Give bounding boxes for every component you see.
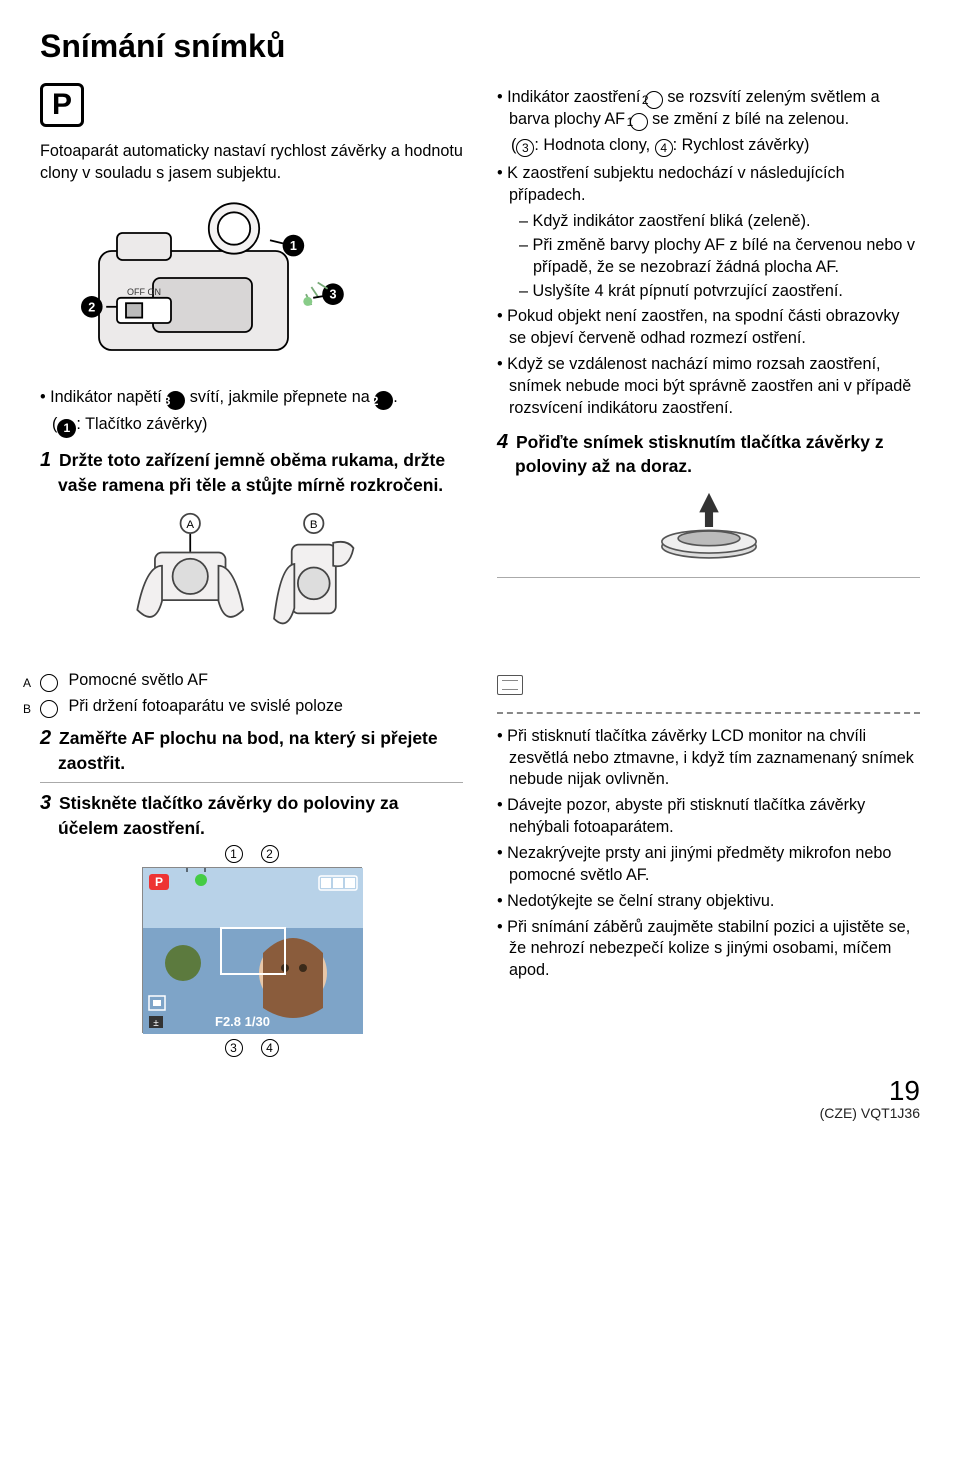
- shutter-button-note: (1: Tlačítko závěrky): [52, 414, 463, 438]
- note-3: Nezakrývejte prsty ani jinými předměty m…: [497, 843, 920, 887]
- note-book-icon: [497, 675, 523, 695]
- no-focus-bullet: K zaostření subjektu nedochází v následu…: [497, 163, 920, 207]
- camera-diagram: OFF ON 1 2 3: [40, 197, 463, 377]
- step-1-number: 1: [40, 449, 51, 471]
- r-sub-end: : Rychlost závěrky): [673, 136, 810, 154]
- step-3-number: 3: [40, 792, 51, 814]
- circ-4-icon: 4: [655, 139, 673, 157]
- r-sub-mid: : Hodnota clony,: [534, 136, 654, 154]
- divider: [40, 782, 463, 783]
- page-number: 19: [40, 1075, 920, 1107]
- note-4: Nedotýkejte se čelní strany objektivu.: [497, 891, 920, 913]
- svg-text:1: 1: [289, 239, 296, 253]
- svg-text:F2.8 1/30: F2.8 1/30: [215, 1014, 270, 1029]
- svg-text:±: ±: [153, 1018, 159, 1029]
- lcd-image: P F2.8 1/30 ±: [142, 867, 362, 1033]
- step-4: 4 Pořiďte snímek stisknutím tlačítka záv…: [497, 430, 920, 478]
- legend-a: A Pomocné světlo AF: [40, 670, 463, 692]
- step-2: 2 Zaměřte AF plochu na bod, na který si …: [40, 726, 463, 774]
- lcd-label-3-icon: 3: [225, 1039, 243, 1057]
- program-mode-icon: P: [40, 83, 84, 127]
- legend-b: B Při držení fotoaparátu ve svislé poloz…: [40, 696, 463, 718]
- svg-text:A: A: [186, 519, 194, 531]
- focus-range-bullet: Pokud objekt není zaostřen, na spodní čá…: [497, 306, 920, 350]
- step-4-text: Pořiďte snímek stisknutím tlačítka závěr…: [515, 432, 884, 477]
- svg-text:2: 2: [88, 300, 95, 314]
- legend-a-text: Pomocné světlo AF: [69, 671, 208, 689]
- svg-text:P: P: [154, 875, 162, 889]
- step-3: 3 Stiskněte tlačítko závěrky do poloviny…: [40, 791, 463, 839]
- label-3-icon: 3: [166, 391, 185, 410]
- left-column: P Fotoaparát automaticky nastaví rychlos…: [40, 83, 463, 1057]
- no-focus-sub1: Když indikátor zaostření bliká (zeleně).: [519, 211, 920, 233]
- shutter-full-press-icon: [644, 488, 774, 561]
- svg-text:3: 3: [329, 287, 336, 301]
- step-3-text: Stiskněte tlačítko závěrky do poloviny z…: [58, 793, 398, 838]
- step-1-text: Držte toto zařízení jemně oběma rukama, …: [58, 450, 445, 495]
- page-title: Snímání snímků: [40, 28, 920, 65]
- note-header: [497, 674, 920, 696]
- shutter-note-text: : Tlačítko závěrky): [76, 415, 207, 433]
- circle-a-icon: A: [40, 674, 58, 692]
- label-1-icon: 1: [57, 419, 76, 438]
- indicator-text-end: .: [393, 388, 398, 406]
- svg-text:B: B: [309, 519, 317, 531]
- note-2: Dávejte pozor, abyste při stisknutí tlač…: [497, 795, 920, 839]
- step-2-text: Zaměřte AF plochu na bod, na který si př…: [58, 728, 438, 773]
- svg-text:OFF ON: OFF ON: [127, 287, 161, 297]
- label-2-icon: 2: [374, 391, 393, 410]
- lcd-preview: 1 2 P: [40, 845, 463, 1057]
- indicator-text-mid: svítí, jakmile přepnete na: [185, 388, 374, 406]
- aperture-shutter-note: (3: Hodnota clony, 4: Rychlost závěrky): [511, 135, 920, 157]
- divider-right: [497, 577, 920, 578]
- note-1: Při stisknutí tlačítka závěrky LCD monit…: [497, 726, 920, 792]
- step-4-number: 4: [497, 431, 508, 453]
- circle-b-icon: B: [40, 700, 58, 718]
- step-2-number: 2: [40, 727, 51, 749]
- two-column-layout: P Fotoaparát automaticky nastaví rychlos…: [40, 83, 920, 1057]
- no-focus-sub2: Při změně barvy plochy AF z bílé na červ…: [519, 235, 920, 279]
- legend-b-text: Při držení fotoaparátu ve svislé poloze: [69, 697, 343, 715]
- circ-1-icon: 1: [630, 113, 648, 131]
- out-of-range-bullet: Když se vzdálenost nachází mimo rozsah z…: [497, 354, 920, 420]
- footer-code: (CZE) VQT1J36: [40, 1105, 920, 1121]
- no-focus-sub3: Uslyšíte 4 krát pípnutí potvrzující zaos…: [519, 281, 920, 303]
- focus-indicator-bullet: Indikátor zaostření 2 se rozsvítí zelený…: [497, 87, 920, 131]
- note-5: Při snímání záběrů zaujměte stabilní poz…: [497, 917, 920, 983]
- holding-illustration: A B: [40, 504, 463, 654]
- lcd-label-1-icon: 1: [225, 845, 243, 863]
- dashed-separator: [497, 712, 920, 714]
- circ-2-icon: 2: [645, 91, 663, 109]
- right-column: Indikátor zaostření 2 se rozsvítí zelený…: [497, 83, 920, 1057]
- intro-text: Fotoaparát automaticky nastaví rychlost …: [40, 141, 463, 185]
- circ-3-icon: 3: [516, 139, 534, 157]
- indicator-text-pre: Indikátor napětí: [50, 388, 166, 406]
- r-b1-mid2: se změní z bílé na zelenou.: [648, 110, 850, 128]
- lcd-label-2-icon: 2: [261, 845, 279, 863]
- spacer: [497, 586, 920, 674]
- r-b1-pre: Indikátor zaostření: [507, 88, 645, 106]
- step-1: 1 Držte toto zařízení jemně oběma rukama…: [40, 448, 463, 496]
- indicator-bullet: Indikátor napětí 3 svítí, jakmile přepne…: [40, 387, 463, 411]
- lcd-label-4-icon: 4: [261, 1039, 279, 1057]
